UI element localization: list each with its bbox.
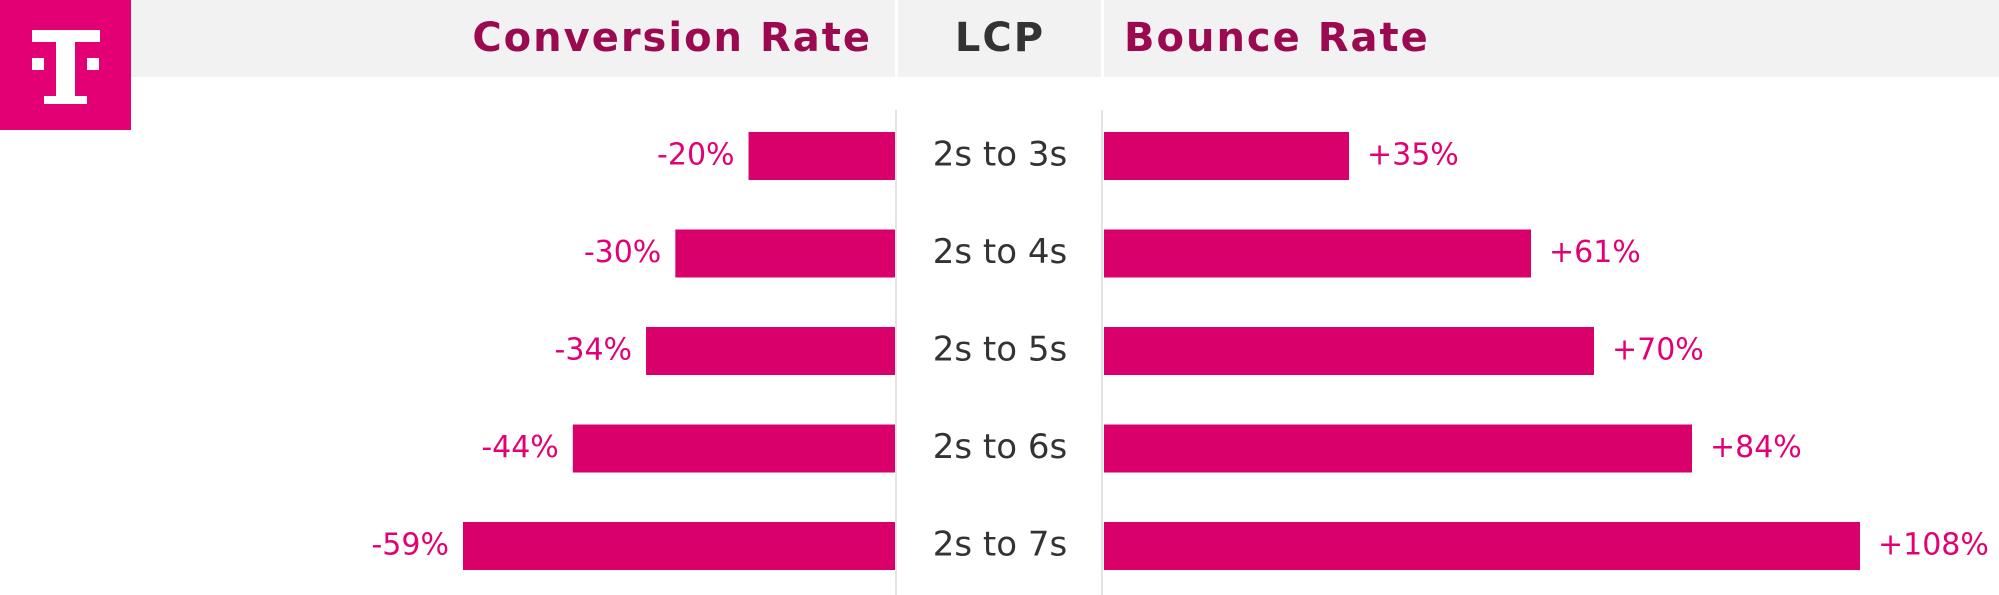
logo xyxy=(0,0,131,130)
value-label: -20% xyxy=(657,138,735,173)
value-label: +35% xyxy=(1367,138,1459,173)
value-label: -34% xyxy=(555,333,633,368)
value-label: +108% xyxy=(1878,528,1989,563)
series-header: Bounce Rate xyxy=(1124,15,1430,61)
category-header: LCP xyxy=(955,15,1045,61)
header-divider xyxy=(895,0,898,77)
bar xyxy=(1104,229,1531,278)
bar xyxy=(463,522,895,570)
bar xyxy=(572,424,895,473)
bar xyxy=(1104,424,1692,473)
value-label: +61% xyxy=(1549,235,1641,270)
bar xyxy=(748,132,895,180)
value-label: -30% xyxy=(584,235,662,270)
category-label: 2s to 6s xyxy=(933,427,1067,467)
bar xyxy=(646,327,895,375)
bar xyxy=(675,229,895,278)
series-header: Conversion Rate xyxy=(472,15,872,61)
bar xyxy=(1104,522,1860,570)
header-divider xyxy=(1101,0,1104,77)
category-label: 2s to 7s xyxy=(933,525,1067,565)
category-label: 2s to 5s xyxy=(933,330,1067,370)
bar xyxy=(1104,327,1594,375)
value-label: -44% xyxy=(481,430,559,465)
value-label: +84% xyxy=(1710,430,1802,465)
value-label: +70% xyxy=(1612,333,1704,368)
category-label: 2s to 4s xyxy=(933,232,1067,272)
bar xyxy=(1104,132,1349,180)
value-label: -59% xyxy=(371,528,449,563)
category-label: 2s to 3s xyxy=(933,135,1067,175)
header-band xyxy=(131,0,1999,77)
